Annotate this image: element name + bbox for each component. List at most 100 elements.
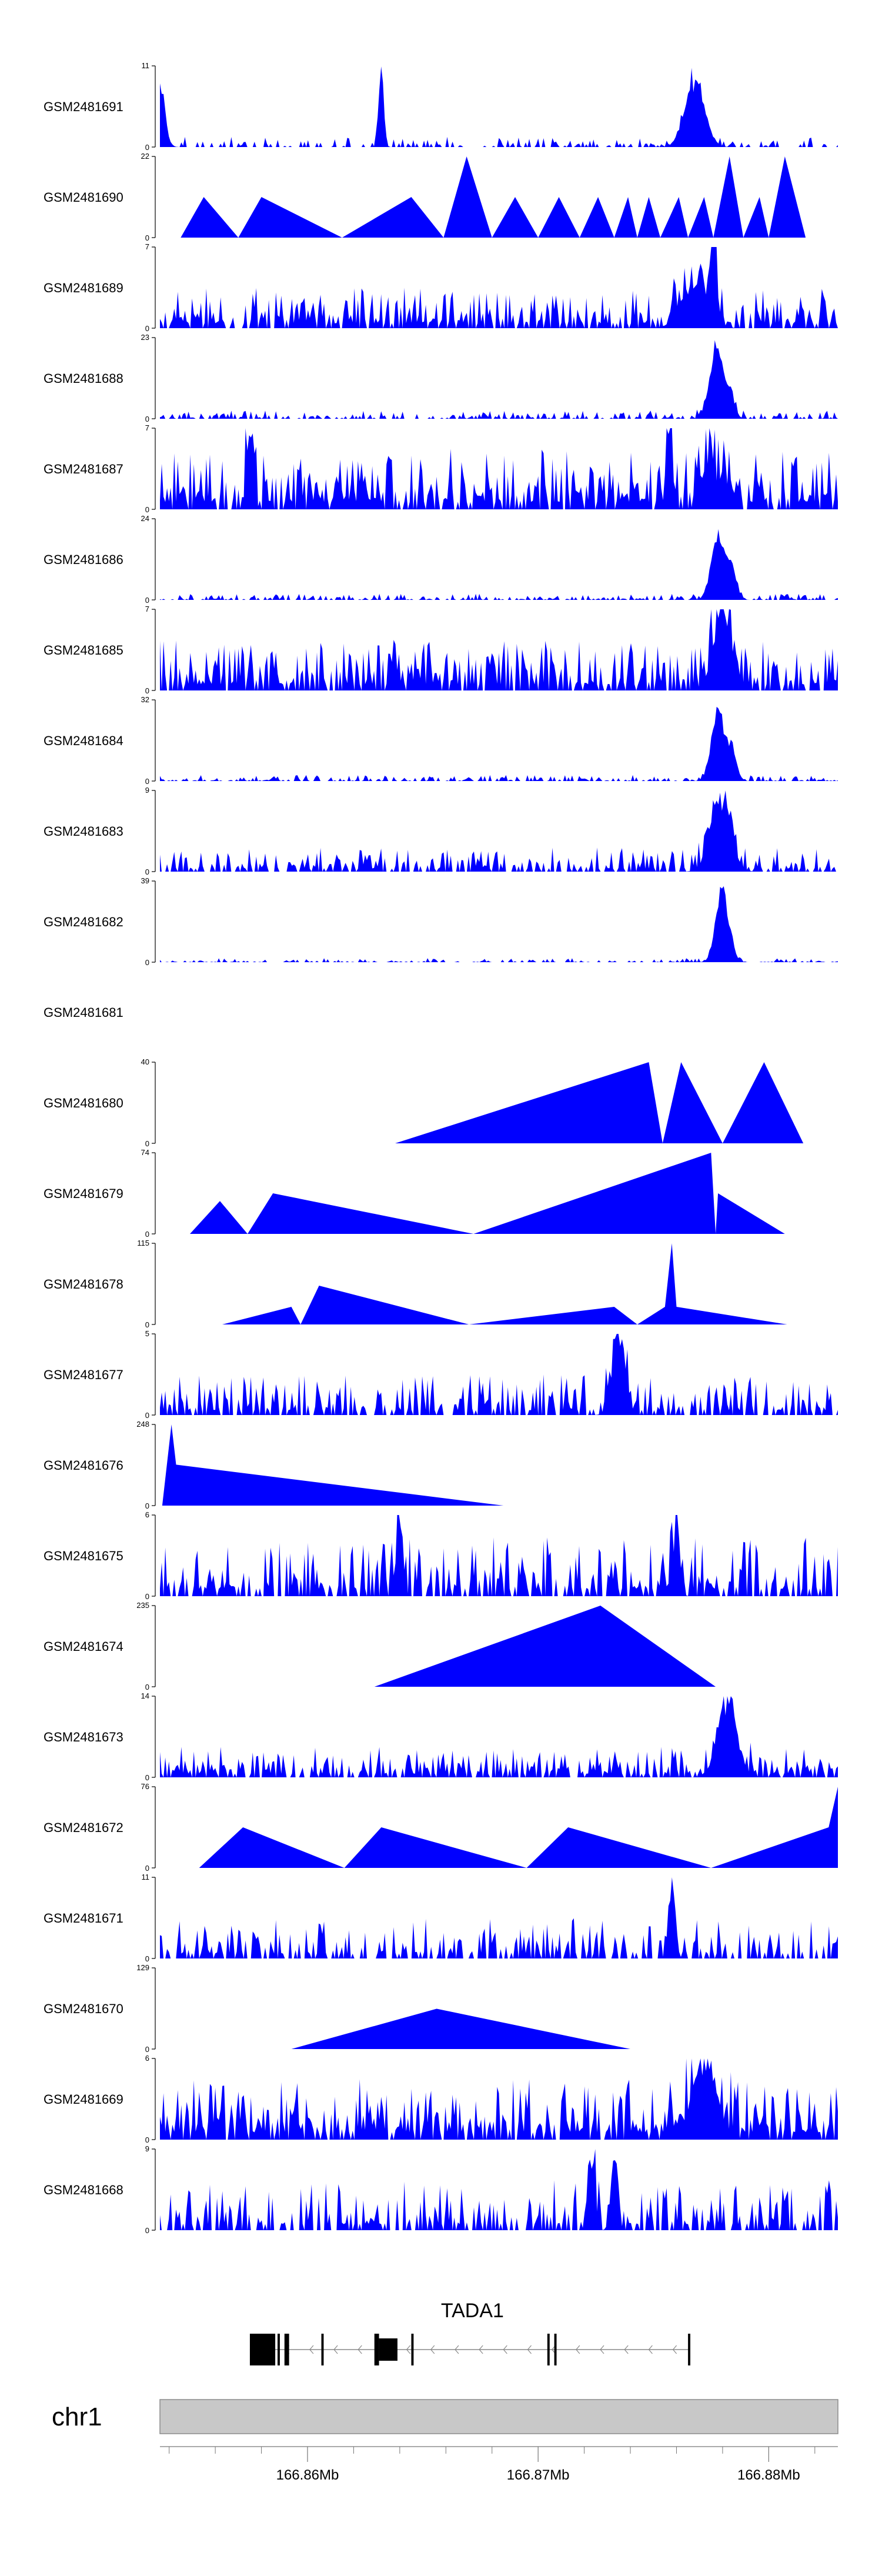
track-GSM2481674: GSM2481674 235 0 [44,1601,716,1691]
track-GSM2481685: GSM2481685 7 0 [44,605,838,695]
y-tick-label-zero: 0 [145,1501,149,1510]
coverage-GSM2481686 [160,529,838,600]
y-tick-label-max: 248 [136,1420,149,1429]
y-tick-label-zero: 0 [145,596,149,605]
track-label: GSM2481687 [44,462,123,476]
coverage-GSM2481691 [160,66,838,147]
strand-arrow [455,2345,459,2354]
track-GSM2481676: GSM2481676 248 0 [44,1420,504,1510]
track-GSM2481675: GSM2481675 6 0 [44,1510,838,1601]
coverage-GSM2481673 [160,1696,838,1777]
track-GSM2481687: GSM2481687 7 0 [44,423,838,514]
track-GSM2481672: GSM2481672 76 0 [44,1782,838,1873]
gene-exon [321,2334,324,2365]
strand-arrow [648,2345,653,2354]
strand-arrow [503,2345,507,2354]
track-label: GSM2481685 [44,643,123,658]
strand-arrow [406,2345,411,2354]
x-tick-label: 166.87Mb [507,2467,570,2483]
y-tick-label-max: 7 [145,423,149,432]
track-label: GSM2481677 [44,1367,123,1382]
y-tick-label-max: 7 [145,605,149,613]
x-tick-label: 166.86Mb [276,2467,339,2483]
track-label: GSM2481676 [44,1458,123,1473]
y-tick-label-zero: 0 [145,143,149,152]
y-tick-label-zero: 0 [145,958,149,967]
y-tick-label-max: 76 [141,1782,149,1791]
coverage-GSM2481669 [160,2058,838,2140]
track-GSM2481686: GSM2481686 24 0 [44,514,838,605]
strand-arrow [527,2345,532,2354]
y-tick-label-max: 235 [136,1601,149,1610]
track-GSM2481678: GSM2481678 115 0 [44,1239,787,1329]
coverage-GSM2481676 [162,1424,504,1506]
track-label: GSM2481671 [44,1911,123,1926]
coverage-GSM2481690 [181,156,806,238]
track-GSM2481684: GSM2481684 32 0 [44,695,838,786]
track-GSM2481691: GSM2481691 11 0 [44,61,838,152]
track-label: GSM2481679 [44,1186,123,1201]
y-tick-label-max: 6 [145,2054,149,2063]
y-tick-label-zero: 0 [145,1773,149,1782]
coverage-GSM2481678 [222,1243,787,1324]
track-GSM2481668: GSM2481668 9 0 [44,2144,838,2235]
y-tick-label-max: 6 [145,1510,149,1519]
strand-arrow [576,2345,580,2354]
track-label: GSM2481674 [44,1639,123,1654]
coverage-GSM2481689 [160,247,838,328]
y-tick-label-max: 9 [145,2144,149,2153]
coverage-GSM2481683 [160,790,838,872]
track-label: GSM2481680 [44,1096,123,1110]
coverage-GSM2481670 [291,2008,630,2049]
coverage-GSM2481687 [160,428,838,509]
y-tick-label-max: 40 [141,1057,149,1066]
y-tick-label-max: 5 [145,1329,149,1338]
coverage-GSM2481675 [160,1515,838,1596]
gene-exon [688,2334,691,2365]
track-GSM2481673: GSM2481673 14 0 [44,1691,838,1782]
strand-arrow [479,2345,483,2354]
y-tick-label-zero: 0 [145,324,149,333]
coverage-GSM2481684 [160,706,838,781]
y-tick-label-zero: 0 [145,867,149,876]
coverage-GSM2481682 [160,886,838,962]
strand-arrow [672,2345,677,2354]
gene-exon [411,2334,414,2365]
gene-exon [374,2334,379,2365]
track-GSM2481679: GSM2481679 74 0 [44,1148,785,1239]
y-tick-label-zero: 0 [145,777,149,786]
gene-track: TADA1 [249,2300,691,2365]
strand-arrow [333,2345,338,2354]
chromosome-ideogram [159,2399,838,2434]
y-tick-label-max: 7 [145,242,149,251]
track-label: GSM2481669 [44,2092,123,2107]
y-tick-label-zero: 0 [145,415,149,423]
coverage-GSM2481672 [199,1787,838,1868]
y-tick-label-max: 9 [145,786,149,795]
coverage-GSM2481685 [160,609,838,690]
gene-label: TADA1 [441,2300,504,2322]
track-label: GSM2481683 [44,824,123,839]
y-tick-label-zero: 0 [145,686,149,695]
y-tick-label-zero: 0 [145,1411,149,1420]
track-label: GSM2481688 [44,371,123,386]
track-GSM2481683: GSM2481683 9 0 [44,786,838,876]
chromosome-label: chr1 [52,2403,102,2431]
gene-exon [554,2334,557,2365]
track-GSM2481677: GSM2481677 5 0 [44,1329,838,1420]
y-tick-label-zero: 0 [145,1864,149,1873]
y-tick-label-max: 22 [141,152,149,161]
chromosome-track: chr1 166.86Mb 166.87Mb 166.88Mb [52,2399,838,2483]
gene-exon [379,2338,397,2361]
gene-exon [249,2334,276,2365]
y-tick-label-max: 11 [142,1873,150,1881]
x-tick-label: 166.88Mb [737,2467,800,2483]
y-tick-label-max: 23 [141,333,149,342]
strand-arrow [624,2345,629,2354]
track-label: GSM2481673 [44,1730,123,1744]
track-label: GSM2481689 [44,281,123,295]
track-label: GSM2481675 [44,1549,123,1563]
y-tick-label-zero: 0 [145,1320,149,1329]
strand-arrow [358,2345,362,2354]
y-tick-label-max: 14 [141,1691,149,1700]
